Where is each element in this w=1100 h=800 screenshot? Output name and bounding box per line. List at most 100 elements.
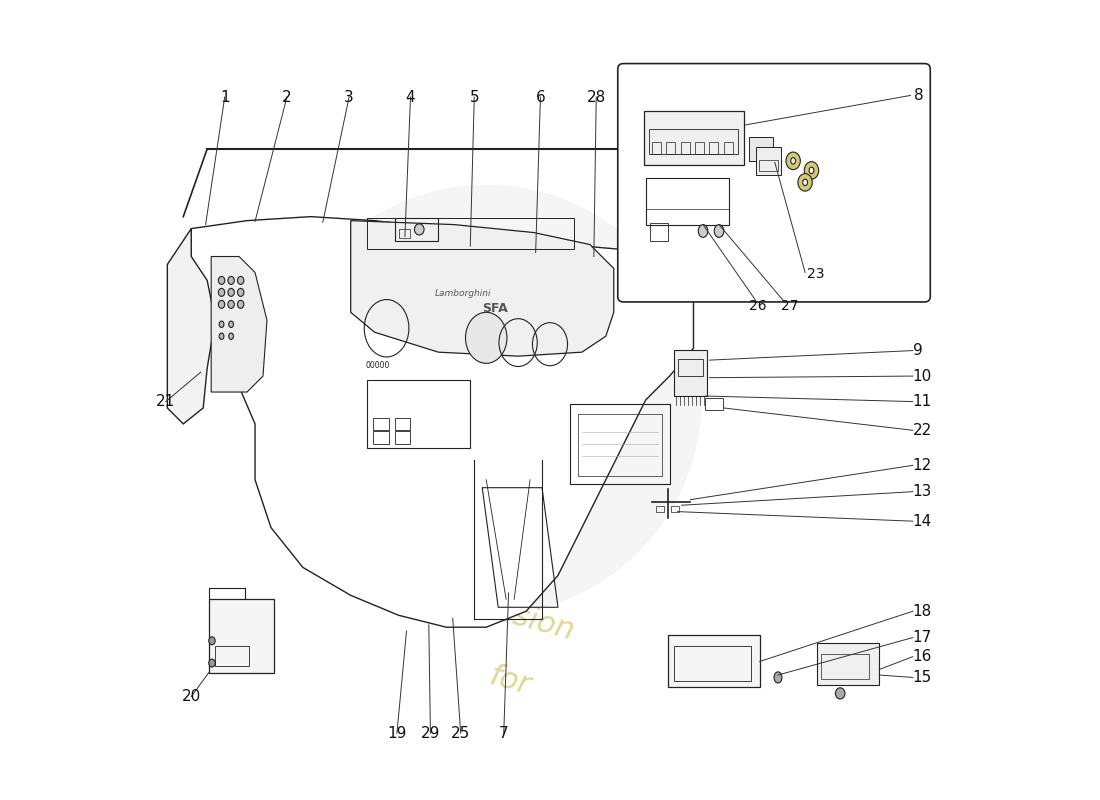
Ellipse shape xyxy=(803,179,807,186)
Bar xyxy=(570,404,670,484)
Text: 00000: 00000 xyxy=(365,361,389,370)
Bar xyxy=(656,506,664,512)
Bar xyxy=(216,646,249,666)
Bar xyxy=(821,654,869,679)
Text: 28: 28 xyxy=(586,90,606,105)
Text: 20: 20 xyxy=(182,689,201,704)
Bar xyxy=(366,218,574,249)
Ellipse shape xyxy=(228,300,234,308)
Bar xyxy=(705,398,723,410)
Bar xyxy=(759,160,778,171)
Ellipse shape xyxy=(835,688,845,699)
Ellipse shape xyxy=(219,288,224,296)
Text: 1: 1 xyxy=(220,90,230,105)
FancyBboxPatch shape xyxy=(618,63,931,302)
Bar xyxy=(366,380,471,448)
PathPatch shape xyxy=(191,217,693,627)
Text: 25: 25 xyxy=(451,726,471,741)
Ellipse shape xyxy=(238,288,244,296)
Text: 12: 12 xyxy=(913,458,932,473)
Bar xyxy=(749,137,773,161)
Text: 27: 27 xyxy=(781,299,799,313)
Bar xyxy=(678,358,703,376)
Ellipse shape xyxy=(698,225,708,238)
Ellipse shape xyxy=(209,659,216,667)
PathPatch shape xyxy=(351,221,614,356)
Ellipse shape xyxy=(209,637,216,645)
Ellipse shape xyxy=(786,152,801,170)
Ellipse shape xyxy=(219,300,224,308)
Text: 14: 14 xyxy=(913,514,932,529)
Bar xyxy=(645,110,744,165)
Ellipse shape xyxy=(219,333,224,339)
Text: 18: 18 xyxy=(913,604,932,618)
Bar xyxy=(652,142,661,154)
Bar xyxy=(681,142,690,154)
Ellipse shape xyxy=(774,672,782,683)
Bar xyxy=(395,418,410,430)
Ellipse shape xyxy=(219,321,224,327)
Ellipse shape xyxy=(229,333,233,339)
Bar xyxy=(674,646,751,681)
Bar xyxy=(756,147,781,175)
Bar xyxy=(710,142,718,154)
Text: a passion: a passion xyxy=(430,580,578,645)
Ellipse shape xyxy=(465,312,507,363)
Text: 7: 7 xyxy=(499,726,508,741)
Text: 22: 22 xyxy=(913,422,932,438)
Ellipse shape xyxy=(238,277,244,285)
Text: Lamborghini: Lamborghini xyxy=(434,290,491,298)
Text: 8: 8 xyxy=(914,88,924,103)
Ellipse shape xyxy=(798,174,812,191)
Text: 29: 29 xyxy=(420,726,440,741)
Text: 23: 23 xyxy=(806,267,824,281)
Ellipse shape xyxy=(810,167,814,174)
Bar xyxy=(578,414,661,476)
Text: 26: 26 xyxy=(749,299,767,313)
Bar xyxy=(695,142,704,154)
Text: 17: 17 xyxy=(913,630,932,645)
Circle shape xyxy=(271,185,702,615)
Text: 10: 10 xyxy=(913,369,932,383)
Bar xyxy=(649,129,738,154)
Ellipse shape xyxy=(219,277,224,285)
Bar xyxy=(817,643,879,685)
Text: 3: 3 xyxy=(344,90,354,105)
Bar xyxy=(398,229,409,238)
Ellipse shape xyxy=(228,288,234,296)
Text: 15: 15 xyxy=(913,670,932,685)
Text: 4: 4 xyxy=(406,90,416,105)
Bar xyxy=(667,142,675,154)
Ellipse shape xyxy=(714,225,724,238)
Bar xyxy=(724,142,733,154)
Bar xyxy=(395,431,410,444)
Text: 5: 5 xyxy=(470,90,480,105)
Ellipse shape xyxy=(238,300,244,308)
Ellipse shape xyxy=(229,321,233,327)
Text: 21: 21 xyxy=(156,394,175,409)
Ellipse shape xyxy=(228,277,234,285)
Text: SFA: SFA xyxy=(482,302,508,315)
Bar xyxy=(373,431,389,444)
Ellipse shape xyxy=(415,224,424,235)
Text: 19: 19 xyxy=(387,726,407,741)
PathPatch shape xyxy=(167,229,216,424)
Text: 9: 9 xyxy=(913,343,923,358)
Text: 6: 6 xyxy=(536,90,546,105)
Ellipse shape xyxy=(791,158,795,164)
Bar xyxy=(395,218,439,241)
Bar xyxy=(671,506,679,512)
Bar xyxy=(646,178,729,225)
Text: 11: 11 xyxy=(913,394,932,409)
Bar xyxy=(209,599,274,673)
Text: for: for xyxy=(486,662,535,701)
Bar xyxy=(650,223,668,241)
Bar xyxy=(673,350,707,396)
Text: 16: 16 xyxy=(913,650,932,664)
PathPatch shape xyxy=(211,257,267,392)
Ellipse shape xyxy=(804,162,818,179)
Text: 13: 13 xyxy=(913,484,932,499)
Bar xyxy=(373,418,389,430)
Text: 2: 2 xyxy=(282,90,292,105)
Bar xyxy=(668,635,760,687)
